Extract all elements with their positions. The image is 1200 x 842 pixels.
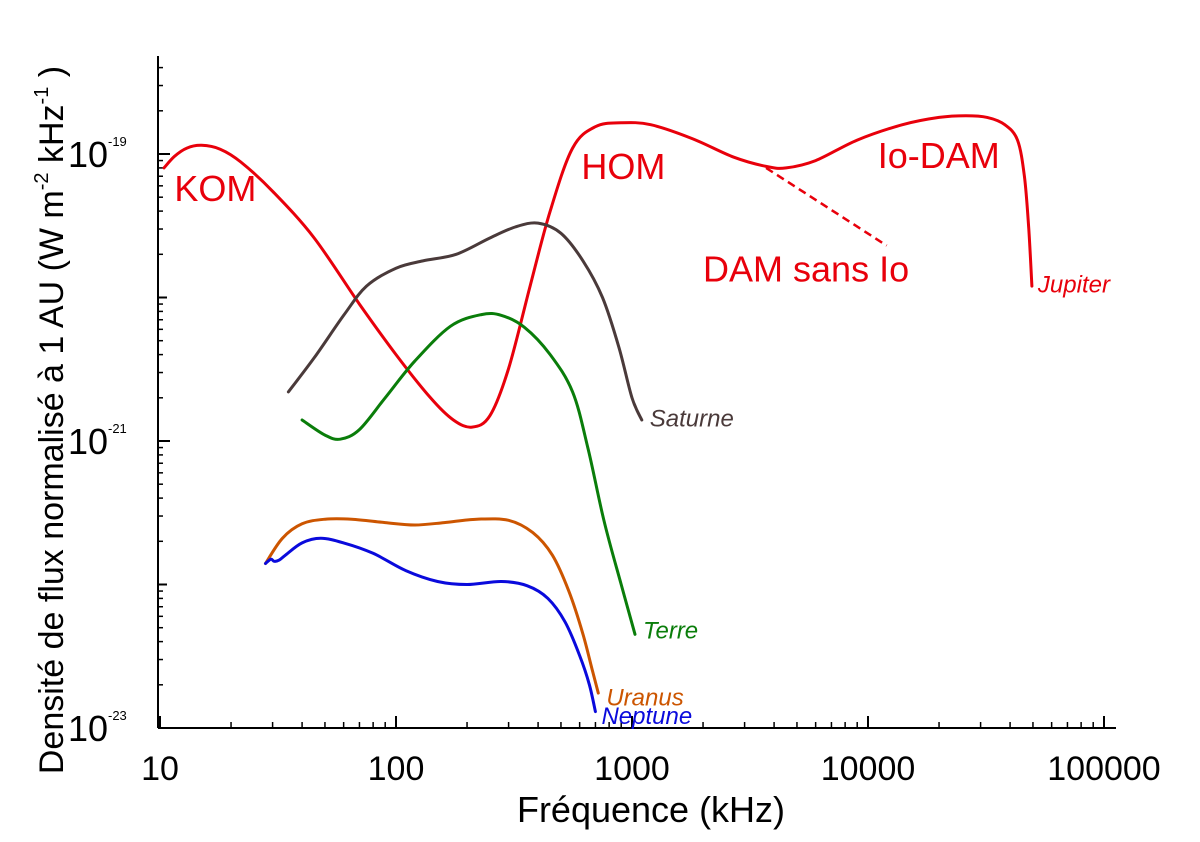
series-line-neptune (264, 536, 597, 714)
annotation-dam-sans-io: DAM sans Io (703, 249, 909, 290)
x-tick-label: 10 (141, 750, 179, 788)
y-axis-title-text: Densité de flux normalisé à 1 AU (W m-2 … (31, 66, 71, 774)
series-layer (162, 114, 1034, 714)
series-label-saturne: Saturne (650, 405, 734, 432)
x-tick-label: 100 (368, 750, 425, 788)
y-tick-label: 10 (68, 134, 108, 175)
series-label-jupiter: Jupiter (1037, 271, 1111, 298)
y-tick-label: 10 (68, 421, 108, 462)
series-line-saturne (286, 221, 644, 422)
y-axis-title: Densité de flux normalisé à 1 AU (W m-2 … (31, 66, 71, 774)
x-tick-label: 100000 (1047, 750, 1160, 788)
series-label-uranus: Uranus (606, 684, 683, 711)
y-tick-label: 10 (68, 708, 108, 749)
series-label-neptune: Neptune (601, 703, 692, 730)
y-tick-exponent: -23 (108, 708, 127, 723)
series-line-jupiter-dam-sans-io (765, 166, 888, 247)
y-tick-exponent: -21 (108, 421, 127, 436)
series-label-terre: Terre (643, 618, 698, 645)
series-line-uranus (264, 517, 600, 695)
annotation-kom: KOM (174, 168, 256, 209)
series-line-jupiter (162, 114, 1034, 429)
series-line-terre (300, 312, 637, 636)
annotation-io-dam: Io-DAM (878, 135, 1000, 176)
x-tick-label: 1000 (594, 750, 670, 788)
annotation-hom: HOM (581, 146, 665, 187)
x-axis-title: Fréquence (kHz) (517, 789, 785, 830)
y-tick-exponent: -19 (108, 134, 127, 149)
x-tick-label: 10000 (821, 750, 916, 788)
